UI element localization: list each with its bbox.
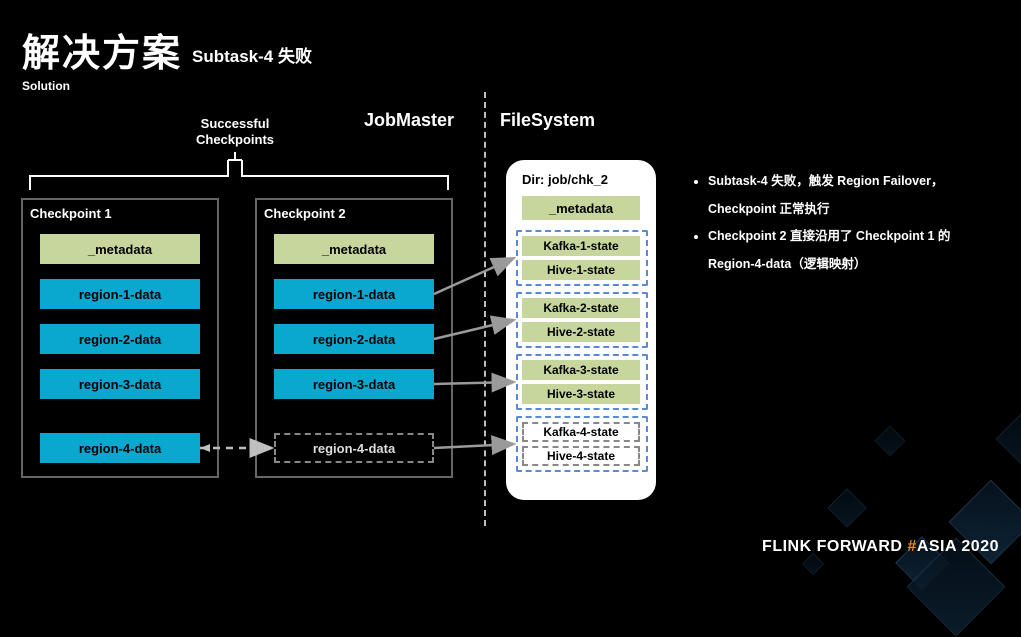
label-successful-line2: Checkpoints bbox=[196, 132, 274, 147]
ckpt2-region-4-dashed: region-4-data bbox=[274, 433, 434, 463]
label-jobmaster: JobMaster bbox=[364, 110, 454, 131]
fs-hive-1: Hive-1-state bbox=[522, 260, 640, 280]
fs-kafka-1: Kafka-1-state bbox=[522, 236, 640, 256]
ckpt1-region-3: region-3-data bbox=[40, 369, 200, 399]
filesystem-metadata: _metadata bbox=[522, 196, 640, 220]
fs-kafka-4: Kafka-4-state bbox=[522, 422, 640, 442]
fs-kafka-2: Kafka-2-state bbox=[522, 298, 640, 318]
divider-jobmaster-filesystem bbox=[484, 92, 486, 526]
footer-right: ASIA 2020 bbox=[917, 538, 999, 555]
ckpt1-region-1: region-1-data bbox=[40, 279, 200, 309]
fs-hive-4: Hive-4-state bbox=[522, 446, 640, 466]
ckpt1-region-2: region-2-data bbox=[40, 324, 200, 354]
ckpt1-region-4: region-4-data bbox=[40, 433, 200, 463]
bullet-list: Subtask-4 失败，触发 Region Failover，Checkpoi… bbox=[690, 168, 1000, 278]
ckpt1-metadata: _metadata bbox=[40, 234, 200, 264]
ckpt2-metadata: _metadata bbox=[274, 234, 434, 264]
title-block: 解决方案 Solution bbox=[22, 22, 182, 93]
footer-hash: # bbox=[907, 538, 916, 555]
label-filesystem: FileSystem bbox=[500, 110, 595, 131]
page-title: 解决方案 bbox=[22, 22, 182, 77]
bullet-2: Checkpoint 2 直接沿用了 Checkpoint 1 的 Region… bbox=[708, 223, 1000, 278]
filesystem-dir: Dir: job/chk_2 bbox=[522, 172, 608, 187]
page-subtitle: Subtask-4 失败 bbox=[192, 42, 312, 67]
checkpoint-1-title: Checkpoint 1 bbox=[30, 206, 112, 221]
footer-brand: FLINK FORWARD #ASIA 2020 bbox=[762, 538, 999, 556]
ckpt2-region-2: region-2-data bbox=[274, 324, 434, 354]
fs-hive-2: Hive-2-state bbox=[522, 322, 640, 342]
ckpt2-region-4-label: region-4-data bbox=[313, 441, 395, 456]
fs-hive-3: Hive-3-state bbox=[522, 384, 640, 404]
checkpoint-2-title: Checkpoint 2 bbox=[264, 206, 346, 221]
fs-kafka-3: Kafka-3-state bbox=[522, 360, 640, 380]
label-successful-line1: Successful bbox=[201, 116, 270, 131]
footer-left: FLINK FORWARD bbox=[762, 538, 902, 555]
page-title-sub: Solution bbox=[22, 79, 182, 93]
ckpt2-region-1: region-1-data bbox=[274, 279, 434, 309]
ckpt2-region-3: region-3-data bbox=[274, 369, 434, 399]
bullet-1: Subtask-4 失败，触发 Region Failover，Checkpoi… bbox=[708, 168, 1000, 223]
label-successful-checkpoints: Successful Checkpoints bbox=[170, 116, 300, 149]
